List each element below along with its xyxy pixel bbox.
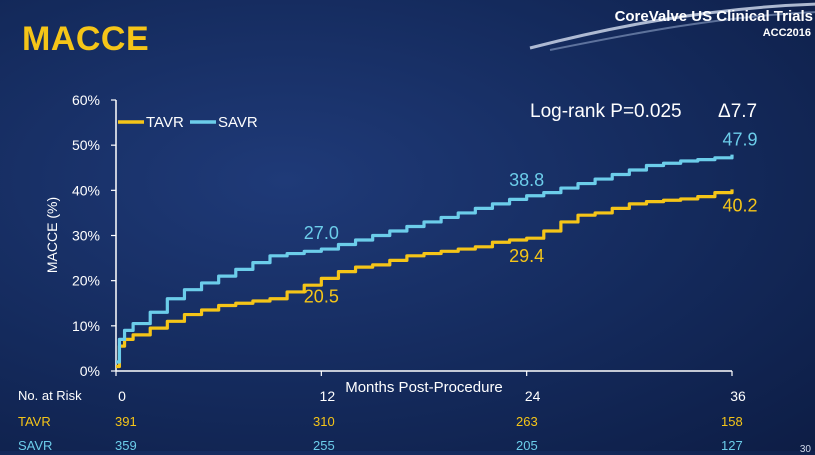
- risk-tavr-24: 263: [516, 414, 538, 429]
- x-tick-label: 36: [730, 388, 746, 404]
- data-label-savr-12: 27.0: [304, 223, 339, 243]
- risk-tavr-36: 158: [721, 414, 743, 429]
- risk-savr-0: 359: [115, 438, 137, 453]
- y-tick-label: 0%: [80, 363, 100, 379]
- risk-savr-36: 127: [721, 438, 743, 453]
- x-axis-label: Months Post-Procedure: [345, 379, 503, 396]
- x-tick-label: 24: [525, 388, 541, 404]
- page-number: 30: [799, 444, 811, 455]
- risk-savr-24: 205: [516, 438, 538, 453]
- y-tick-label: 20%: [72, 273, 100, 289]
- risk-tavr-12: 310: [313, 414, 335, 429]
- series-line-savr: [116, 154, 734, 364]
- data-label-savr-24: 38.8: [509, 170, 544, 190]
- x-tick-label: 12: [320, 388, 336, 404]
- y-axis-label: MACCE (%): [44, 197, 60, 273]
- delta-annotation: Δ7.7: [718, 101, 757, 122]
- y-tick-label: 40%: [72, 182, 100, 198]
- data-label-tavr-12: 20.5: [304, 286, 339, 306]
- risk-tavr-0: 391: [115, 414, 137, 429]
- y-tick-label: 10%: [72, 318, 100, 334]
- series-line-tavr: [116, 189, 734, 369]
- brand-subtitle: ACC2016: [762, 27, 811, 39]
- y-tick-label: 60%: [72, 92, 100, 108]
- legend-label-tavr: TAVR: [146, 114, 184, 131]
- data-label-tavr-24: 29.4: [509, 246, 544, 266]
- x-tick-label: 0: [118, 388, 126, 404]
- data-label-savr-36: 47.9: [722, 130, 757, 150]
- logrank-annotation: Log-rank P=0.025: [530, 101, 682, 122]
- y-tick-label: 30%: [72, 228, 100, 244]
- risk-table-header: No. at Risk: [18, 388, 82, 403]
- legend-label-savr: SAVR: [218, 114, 258, 131]
- risk-row-label-savr: SAVR: [18, 438, 53, 453]
- brand-swoosh-logo: [529, 2, 815, 51]
- risk-row-label-tavr: TAVR: [18, 414, 51, 429]
- y-tick-label: 50%: [72, 137, 100, 153]
- brand-title: CoreValve US Clinical Trials: [614, 8, 813, 25]
- risk-savr-12: 255: [313, 438, 335, 453]
- data-label-tavr-36: 40.2: [722, 195, 757, 215]
- slide-title: MACCE: [22, 20, 150, 58]
